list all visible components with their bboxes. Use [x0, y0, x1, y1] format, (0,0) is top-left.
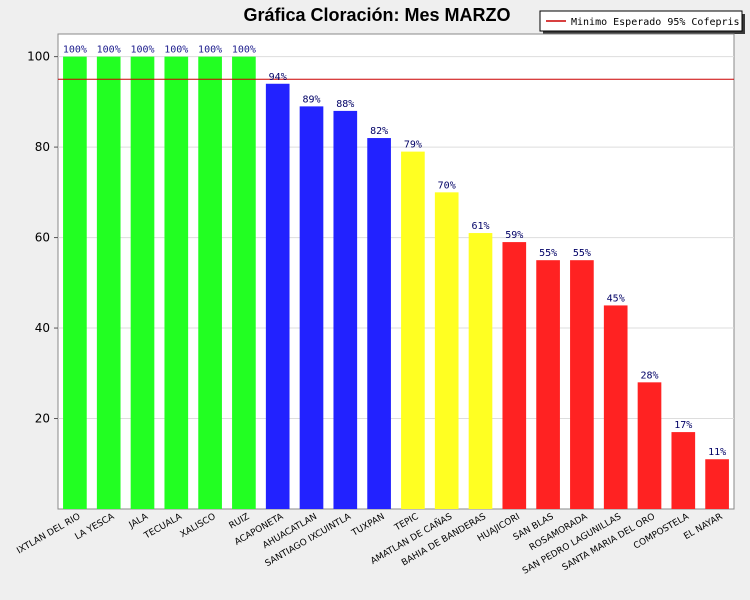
data-label: 82%: [370, 126, 388, 137]
data-label: 100%: [164, 45, 188, 56]
y-tick-label: 60: [35, 231, 50, 245]
y-tick-label: 80: [35, 140, 50, 154]
bar: [434, 192, 459, 510]
bar: [705, 459, 729, 509]
data-label: 45%: [607, 293, 625, 304]
bar: [367, 138, 391, 510]
data-label: 100%: [232, 45, 256, 56]
legend-box: [539, 10, 743, 32]
data-label: 11%: [708, 447, 726, 458]
data-label: 89%: [302, 94, 320, 105]
legend-label: Minimo Esperado 95% Cofepris: [571, 17, 740, 28]
bar: [502, 242, 527, 509]
data-label: 100%: [130, 45, 154, 56]
y-tick-label: 20: [35, 412, 50, 426]
data-label: 61%: [471, 221, 489, 232]
data-label: 59%: [505, 230, 523, 241]
bar: [603, 305, 628, 509]
bar: [130, 56, 155, 509]
data-label: 88%: [336, 99, 354, 110]
bar: [96, 56, 121, 509]
y-axis: 20 40 60 80 100: [27, 50, 58, 426]
data-label: 100%: [63, 45, 87, 56]
legend: Minimo Esperado 95% Cofepris: [539, 10, 745, 34]
data-label: 100%: [97, 45, 121, 56]
bar: [637, 382, 662, 509]
y-tick-label: 100: [27, 50, 50, 64]
bar: [468, 233, 493, 510]
bar: [401, 151, 425, 509]
data-label: 94%: [269, 72, 287, 83]
bar: [570, 260, 594, 509]
y-tick-label: 40: [35, 321, 50, 335]
chart-title: Gráfica Cloración: Mes MARZO: [243, 5, 510, 25]
bar: [232, 56, 256, 509]
bar: [164, 56, 189, 509]
bar: [265, 83, 290, 509]
data-label: 17%: [674, 420, 692, 431]
data-label: 70%: [438, 180, 456, 191]
bar: [671, 432, 696, 509]
bar: [63, 56, 87, 509]
bar: [333, 110, 358, 510]
bars: [63, 56, 729, 510]
bar: [198, 56, 222, 509]
bar: [536, 260, 560, 509]
plot-area: [57, 33, 735, 510]
data-label: 79%: [404, 140, 422, 151]
data-label: 55%: [539, 248, 557, 259]
data-label: 100%: [198, 45, 222, 56]
data-labels: 100% 100% 100% 100% 100% 100% 94% 89% 88% 82% 79% 7…: [63, 45, 726, 459]
bar: [299, 106, 324, 509]
data-label: 55%: [573, 248, 591, 259]
data-label: 28%: [640, 370, 658, 381]
